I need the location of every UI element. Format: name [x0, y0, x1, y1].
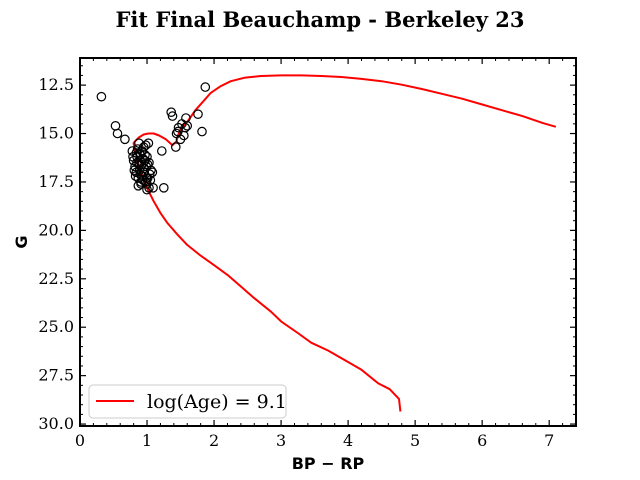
- plot-frame: [79, 57, 577, 427]
- x-axis-label: BP − RP: [292, 454, 365, 473]
- legend-label: log(Age) = 9.1: [147, 391, 287, 413]
- legend: log(Age) = 9.1: [88, 384, 287, 419]
- star-marker: [200, 82, 211, 92]
- star-marker: [197, 126, 207, 137]
- plot-area: [79, 57, 577, 427]
- star-marker: [171, 142, 181, 152]
- star-marker: [140, 150, 150, 160]
- x-tick-label: 3: [276, 431, 286, 450]
- y-tick-label: 15.0: [38, 124, 74, 143]
- plot-background: [80, 58, 576, 426]
- star-marker: [130, 171, 141, 181]
- star-marker: [147, 167, 158, 178]
- star-marker: [182, 121, 192, 131]
- chart-title: Fit Final Beauchamp - Berkeley 23: [116, 7, 525, 32]
- y-tick-label: 22.5: [38, 269, 74, 288]
- star-marker: [141, 173, 152, 183]
- star-marker: [148, 183, 158, 193]
- star-marker: [159, 183, 169, 193]
- star-marker: [132, 157, 142, 168]
- y-tick-label: 20.0: [38, 220, 74, 239]
- y-tick-label: 27.5: [38, 366, 74, 385]
- x-tick-label: 6: [477, 431, 487, 450]
- x-tick-label: 1: [142, 431, 152, 450]
- star-marker: [193, 109, 203, 119]
- star-marker: [136, 171, 147, 181]
- star-marker: [139, 155, 150, 166]
- x-tick-label: 4: [343, 431, 353, 450]
- star-marker: [142, 184, 152, 195]
- star-marker: [96, 91, 107, 102]
- x-tick-label: 0: [75, 431, 85, 450]
- isochrone-line-series-0: [132, 74, 557, 412]
- x-axis-ticks: 0 1 2 3 4 5 6 7: [75, 58, 577, 450]
- star-marker: [167, 111, 178, 121]
- star-marker: [112, 128, 123, 139]
- legend-box: [88, 384, 287, 419]
- y-tick-label: 17.5: [38, 172, 74, 191]
- y-axis-ticks: 12.5 15.0 17.5 20.0 22.5 25.0 27.5 30.0: [38, 65, 576, 433]
- y-axis-label: G: [12, 235, 31, 248]
- star-marker: [134, 148, 145, 158]
- star-marker: [157, 146, 167, 156]
- star-marker: [146, 165, 156, 176]
- star-marker: [180, 122, 190, 133]
- star-marker: [131, 148, 142, 158]
- y-tick-label: 30.0: [38, 414, 74, 433]
- y-tick-label: 25.0: [38, 317, 74, 336]
- star-marker: [120, 134, 130, 145]
- y-tick-label: 12.5: [38, 75, 74, 94]
- x-tick-label: 2: [209, 431, 219, 450]
- x-tick-label: 5: [410, 431, 420, 450]
- x-tick-label: 7: [544, 431, 554, 450]
- star-markers-layer: [96, 82, 211, 195]
- star-marker: [166, 107, 176, 117]
- star-marker: [143, 138, 154, 148]
- isochrone-layer: [132, 74, 557, 412]
